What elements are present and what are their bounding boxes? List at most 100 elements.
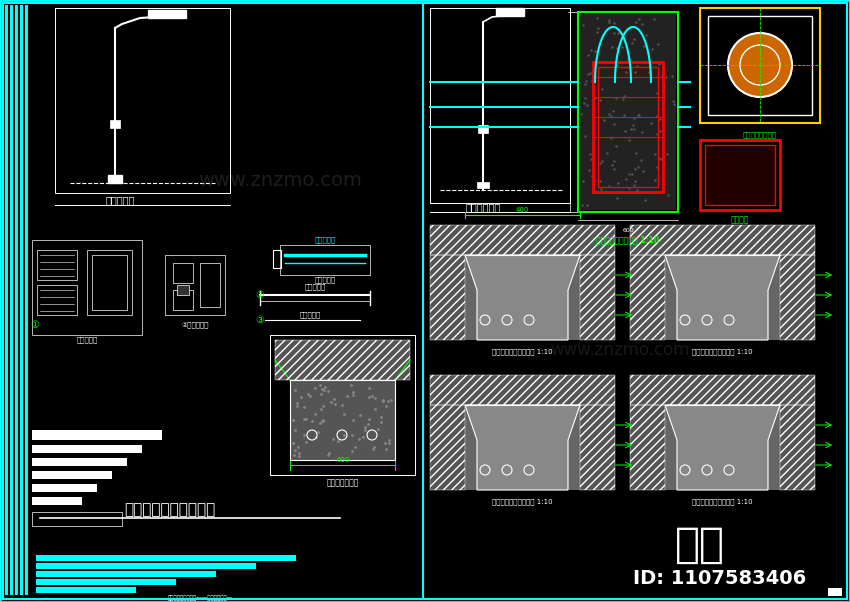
Bar <box>32 484 97 492</box>
Bar <box>32 497 82 505</box>
Bar <box>630 375 815 405</box>
Bar <box>148 10 186 18</box>
Bar <box>36 587 136 593</box>
Bar <box>290 380 395 460</box>
Circle shape <box>728 33 792 97</box>
Bar <box>200 263 220 307</box>
Bar <box>630 255 665 340</box>
Bar <box>32 458 127 466</box>
Bar <box>270 335 415 475</box>
Text: 灯干基础施工图（二） 1:10: 灯干基础施工图（二） 1:10 <box>692 349 752 355</box>
Bar <box>10 5 13 595</box>
Bar <box>580 405 615 490</box>
Bar <box>580 405 615 490</box>
Bar <box>580 14 676 210</box>
Bar <box>780 255 815 340</box>
Text: ID: 1107583406: ID: 1107583406 <box>633 568 807 588</box>
Bar <box>177 285 189 295</box>
Bar <box>430 405 465 490</box>
Bar <box>32 512 122 526</box>
Text: 知未: 知未 <box>675 524 725 566</box>
Text: 注：本图尺寸单位为mm，标高单位为m: 注：本图尺寸单位为mm，标高单位为m <box>167 595 233 601</box>
Bar <box>32 512 122 526</box>
Text: 线管放置图: 线管放置图 <box>314 277 336 284</box>
Bar <box>780 405 815 490</box>
Bar <box>25 5 28 595</box>
Bar <box>430 405 465 490</box>
Text: 路灯大样图: 路灯大样图 <box>105 195 134 205</box>
Text: 灯干基础施工图（三） 1:10: 灯干基础施工图（三） 1:10 <box>491 498 552 505</box>
Bar <box>273 250 281 268</box>
Bar <box>55 8 230 193</box>
Bar <box>430 255 465 340</box>
Bar <box>87 250 132 315</box>
Bar <box>665 405 780 490</box>
Text: 监控灯基础施工详图 1:10: 监控灯基础施工详图 1:10 <box>597 235 660 244</box>
Bar <box>630 405 665 490</box>
Bar <box>828 588 842 596</box>
Text: 路灯大样及基础做法图: 路灯大样及基础做法图 <box>124 503 216 518</box>
Bar <box>290 380 395 460</box>
Bar <box>92 255 127 310</box>
Bar <box>430 375 615 405</box>
Text: 灯干基础施工图（一） 1:10: 灯干基础施工图（一） 1:10 <box>491 349 552 355</box>
Bar <box>36 563 256 569</box>
Polygon shape <box>465 255 580 340</box>
Text: 600: 600 <box>622 228 634 232</box>
Bar <box>700 140 780 210</box>
Bar <box>165 255 225 315</box>
Bar <box>477 182 489 188</box>
Bar <box>430 255 465 340</box>
Bar <box>37 285 77 315</box>
Bar <box>593 62 663 192</box>
Bar <box>280 245 370 275</box>
Text: www.znzmo.com: www.znzmo.com <box>550 341 689 359</box>
Bar <box>630 405 665 490</box>
Text: ②: ② <box>256 290 264 300</box>
Bar <box>580 255 615 340</box>
Bar <box>780 405 815 490</box>
Bar <box>32 240 142 335</box>
Bar <box>275 340 410 380</box>
Polygon shape <box>465 405 580 490</box>
Polygon shape <box>665 255 780 340</box>
Bar <box>465 255 580 340</box>
Bar <box>32 471 112 479</box>
Bar <box>20 5 23 595</box>
Bar <box>32 430 162 440</box>
Bar <box>478 125 488 133</box>
Bar <box>37 250 77 280</box>
Bar <box>36 555 296 561</box>
Text: 单圈大样图: 单圈大样图 <box>299 312 320 318</box>
Text: www.znzmo.com: www.znzmo.com <box>198 170 362 190</box>
Bar <box>430 225 615 255</box>
Text: 灯干基础施工图（四） 1:10: 灯干基础施工图（四） 1:10 <box>692 498 752 505</box>
Polygon shape <box>665 405 780 490</box>
Bar <box>630 255 665 340</box>
Bar <box>630 375 815 405</box>
Text: 400: 400 <box>515 207 529 213</box>
Bar <box>5 5 8 595</box>
Bar <box>665 255 780 340</box>
Bar <box>430 8 570 203</box>
Bar <box>430 225 615 255</box>
Bar <box>173 263 193 283</box>
Bar <box>700 8 820 123</box>
Bar <box>580 255 615 340</box>
Bar <box>275 340 410 380</box>
Bar <box>36 579 176 585</box>
Text: 剪面方向: 剪面方向 <box>731 216 749 225</box>
Text: 监控灯基础平面图: 监控灯基础平面图 <box>743 132 777 138</box>
Bar <box>430 375 615 405</box>
Bar <box>15 5 18 595</box>
Text: ①: ① <box>31 320 39 330</box>
Bar <box>110 120 120 128</box>
Bar <box>108 175 122 183</box>
Bar <box>173 290 193 310</box>
Bar <box>630 225 815 255</box>
Bar <box>705 145 775 205</box>
Bar <box>630 225 815 255</box>
Bar <box>465 405 580 490</box>
Bar <box>32 445 142 453</box>
Text: ②单灯大样图: ②单灯大样图 <box>181 321 209 328</box>
